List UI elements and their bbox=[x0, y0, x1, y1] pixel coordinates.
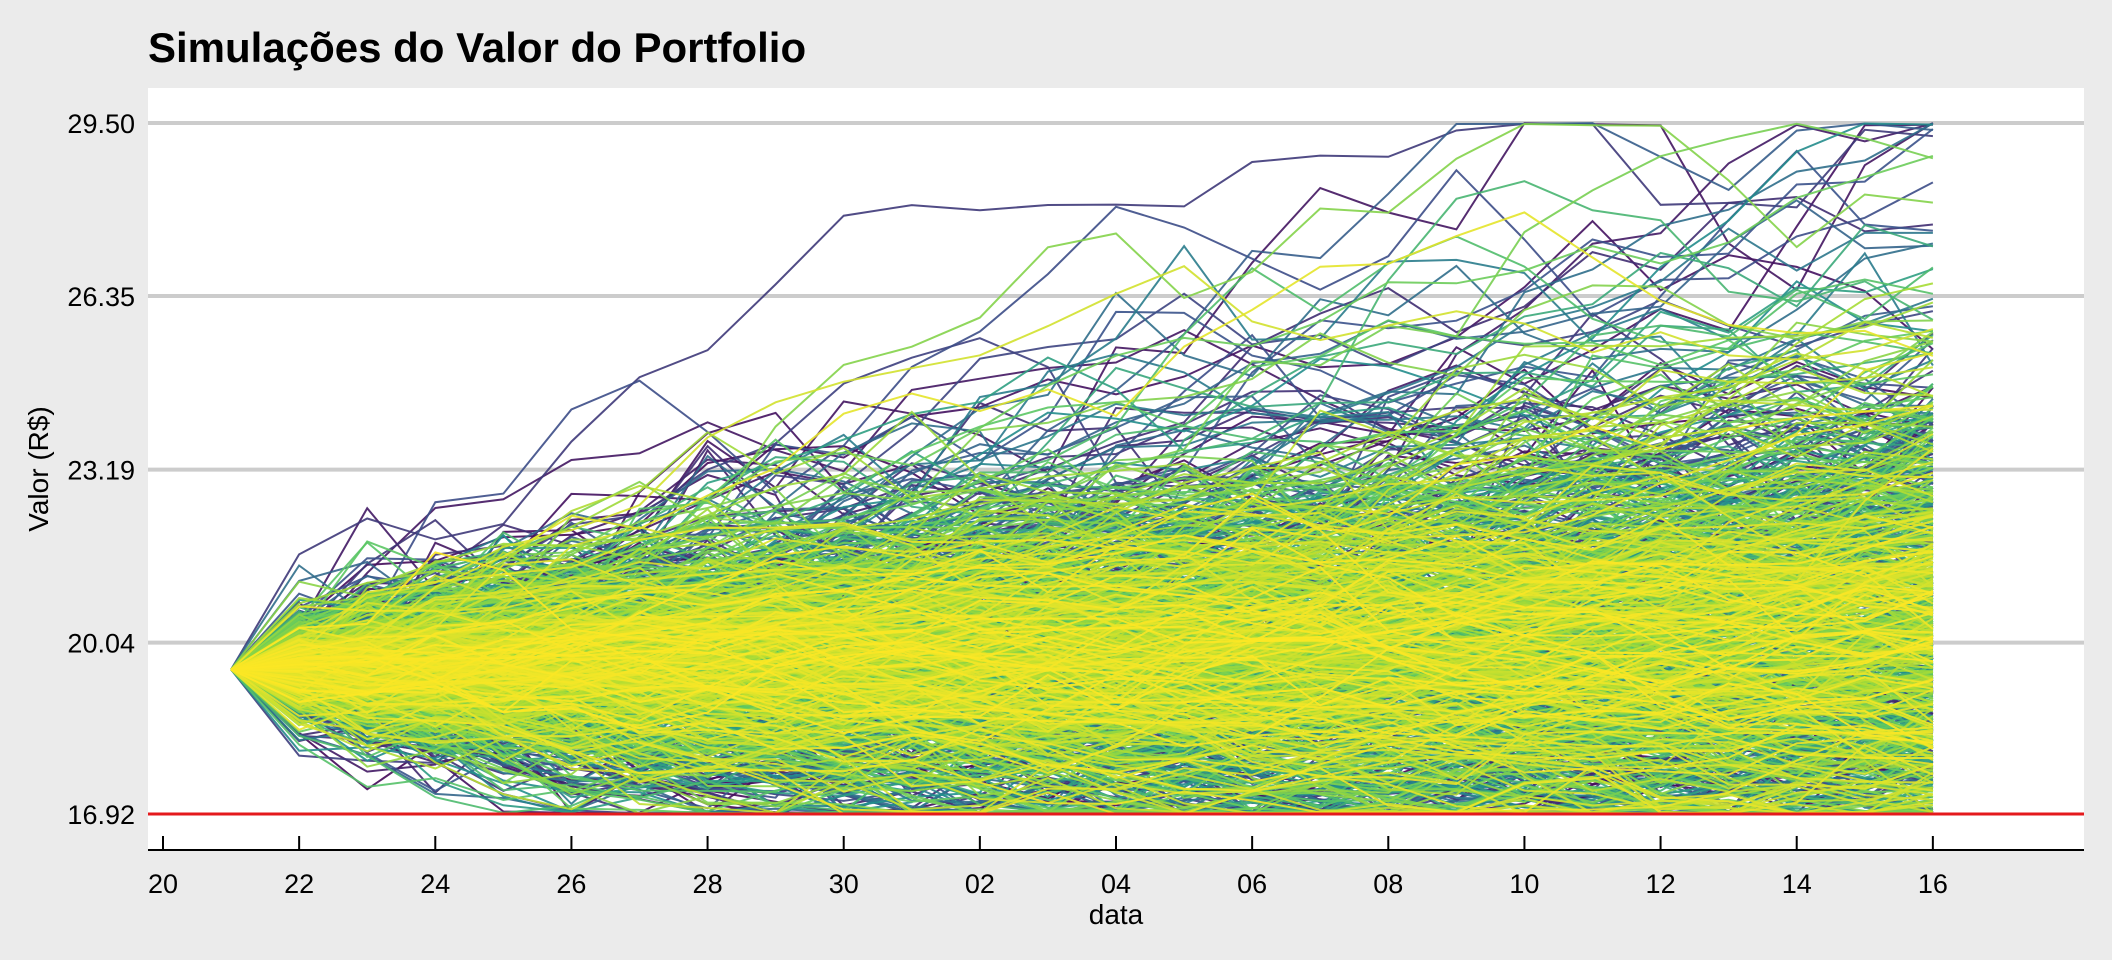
simulation-paths bbox=[230, 122, 1934, 816]
x-tick-label: 10 bbox=[1509, 869, 1539, 899]
simulation-path bbox=[231, 559, 1934, 688]
simulation-path bbox=[230, 605, 1934, 727]
simulation-path bbox=[230, 527, 1933, 671]
simulation-path bbox=[230, 404, 1933, 674]
simulation-path bbox=[230, 594, 1934, 708]
x-tick-label: 26 bbox=[556, 869, 586, 899]
simulation-path bbox=[230, 405, 1934, 671]
simulation-path bbox=[231, 433, 1934, 671]
y-tick-label: 23.19 bbox=[67, 456, 135, 486]
x-tick-label: 16 bbox=[1918, 869, 1948, 899]
x-tick-label: 20 bbox=[148, 869, 178, 899]
x-tick-label: 06 bbox=[1237, 869, 1267, 899]
simulation-path bbox=[231, 512, 1933, 676]
simulation-path bbox=[230, 122, 1933, 671]
simulation-path bbox=[230, 589, 1934, 694]
simulation-path bbox=[231, 668, 1934, 792]
simulation-path bbox=[230, 668, 1934, 803]
x-tick-label: 08 bbox=[1373, 869, 1403, 899]
simulation-path bbox=[230, 668, 1934, 815]
simulation-path bbox=[231, 589, 1934, 672]
x-axis: 20 22 24 26 28 30 02 04 06 08 10 12 14 16 bbox=[148, 836, 2084, 899]
simulation-path bbox=[230, 536, 1933, 681]
x-tick-label: 12 bbox=[1646, 869, 1676, 899]
simulation-path bbox=[230, 122, 1934, 671]
y-tick-label: 26.35 bbox=[67, 282, 135, 312]
y-axis-title: Valor (R$) bbox=[23, 406, 54, 532]
simulation-path bbox=[231, 597, 1933, 718]
simulation-path bbox=[230, 496, 1933, 694]
x-tick-label: 14 bbox=[1782, 869, 1812, 899]
simulation-path bbox=[230, 660, 1934, 761]
simulation-path bbox=[230, 492, 1934, 671]
simulation-path bbox=[230, 582, 1933, 735]
simulation-path bbox=[230, 211, 1934, 671]
simulation-path bbox=[230, 640, 1934, 745]
y-tick-label: 29.50 bbox=[67, 109, 135, 139]
y-tick-label: 16.92 bbox=[67, 800, 135, 830]
simulation-path bbox=[231, 666, 1934, 816]
simulation-path bbox=[231, 562, 1933, 671]
x-axis-title: data bbox=[1089, 899, 1144, 930]
simulation-path bbox=[230, 610, 1934, 748]
simulation-path bbox=[230, 668, 1933, 814]
x-tick-label: 04 bbox=[1101, 869, 1131, 899]
simulation-path bbox=[230, 321, 1934, 671]
simulation-path bbox=[230, 455, 1934, 671]
simulation-path bbox=[231, 668, 1934, 815]
simulation-path bbox=[231, 154, 1934, 671]
x-tick-label: 24 bbox=[420, 869, 450, 899]
simulation-path bbox=[230, 668, 1933, 815]
simulation-path bbox=[230, 551, 1934, 722]
simulation-path bbox=[230, 593, 1934, 730]
simulation-path bbox=[231, 666, 1934, 775]
y-axis-tick-labels: 16.92 20.04 23.19 26.35 29.50 bbox=[67, 109, 135, 830]
simulation-path bbox=[230, 471, 1934, 741]
simulation-path bbox=[230, 663, 1934, 761]
x-tick-label: 30 bbox=[829, 869, 859, 899]
x-tick-label: 28 bbox=[693, 869, 723, 899]
simulation-path bbox=[230, 265, 1934, 671]
simulation-path bbox=[230, 668, 1934, 813]
x-tick-label: 02 bbox=[965, 869, 995, 899]
chart-title: Simulações do Valor do Portfolio bbox=[148, 24, 807, 71]
x-tick-label: 22 bbox=[284, 869, 314, 899]
simulation-path bbox=[230, 625, 1934, 714]
y-tick-label: 20.04 bbox=[67, 629, 135, 659]
simulation-path bbox=[231, 617, 1934, 685]
simulation-path bbox=[230, 525, 1934, 671]
simulation-path bbox=[230, 515, 1934, 671]
